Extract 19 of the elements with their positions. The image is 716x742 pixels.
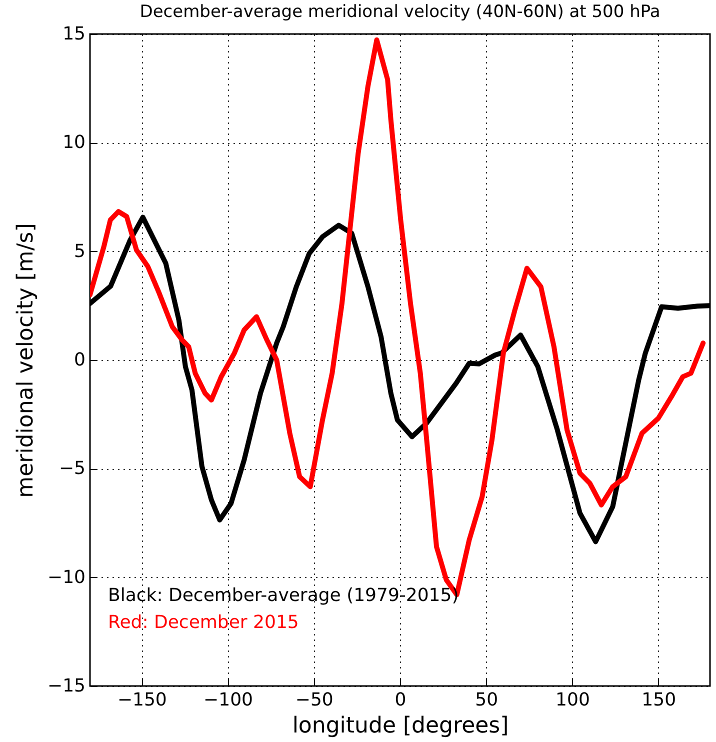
chart-title: December-average meridional velocity (40N-60N) at 500 hPa: [140, 2, 660, 22]
y-tick-label: −15: [48, 676, 86, 696]
x-tick-label: 0: [394, 690, 406, 710]
y-tick-label: 15: [62, 24, 86, 44]
annotation: Black: December-average (1979-2015): [108, 585, 459, 606]
x-tick-label: 50: [475, 690, 498, 710]
annotation: Red: December 2015: [108, 612, 299, 633]
y-tick-label: −5: [58, 458, 86, 480]
y-tick-label: 10: [62, 132, 86, 154]
y-axis-title: meridional velocity [m/s]: [14, 223, 39, 498]
y-tick-label: −10: [48, 566, 86, 588]
x-tick-label: −150: [117, 690, 167, 710]
x-axis-title: longitude [degrees]: [292, 714, 509, 738]
x-tick-label: −100: [204, 690, 254, 710]
y-tick-label: 0: [74, 350, 86, 370]
x-tick-label: −50: [295, 690, 334, 710]
x-tick-label: 100: [556, 690, 590, 710]
y-tick-label: 5: [74, 240, 86, 262]
x-tick-label: 150: [642, 690, 676, 710]
